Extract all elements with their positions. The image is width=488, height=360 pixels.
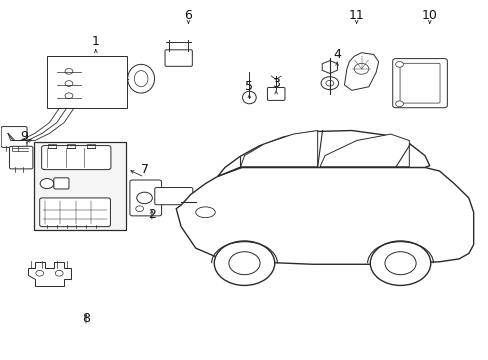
Bar — [47, 56, 127, 108]
FancyBboxPatch shape — [392, 59, 447, 108]
Text: 5: 5 — [245, 80, 253, 93]
FancyBboxPatch shape — [267, 87, 285, 100]
Polygon shape — [344, 53, 378, 90]
Polygon shape — [320, 134, 408, 167]
FancyBboxPatch shape — [164, 50, 192, 66]
Circle shape — [214, 241, 274, 285]
Ellipse shape — [195, 207, 215, 218]
FancyBboxPatch shape — [155, 188, 192, 205]
Circle shape — [36, 270, 43, 276]
Circle shape — [325, 80, 333, 86]
Ellipse shape — [127, 64, 154, 93]
Circle shape — [369, 241, 430, 285]
Circle shape — [228, 252, 260, 275]
Polygon shape — [176, 167, 473, 264]
Circle shape — [65, 93, 73, 99]
Text: 8: 8 — [82, 311, 90, 325]
Bar — [34, 142, 126, 230]
Ellipse shape — [242, 91, 256, 104]
Text: 11: 11 — [348, 9, 364, 22]
Circle shape — [55, 270, 63, 276]
FancyBboxPatch shape — [1, 127, 27, 147]
Circle shape — [384, 252, 415, 275]
Circle shape — [395, 101, 403, 107]
Text: 4: 4 — [332, 48, 341, 61]
Text: 1: 1 — [92, 35, 100, 49]
Text: 3: 3 — [272, 77, 280, 90]
Text: 7: 7 — [140, 163, 148, 176]
FancyBboxPatch shape — [130, 180, 161, 216]
Text: 2: 2 — [147, 208, 156, 221]
Polygon shape — [217, 131, 429, 176]
Circle shape — [353, 63, 368, 74]
Polygon shape — [27, 262, 71, 286]
Circle shape — [321, 77, 338, 90]
Text: 9: 9 — [20, 130, 28, 144]
Text: 10: 10 — [421, 9, 437, 22]
Bar — [34, 142, 126, 230]
Ellipse shape — [134, 71, 148, 87]
Text: 6: 6 — [184, 9, 192, 22]
Circle shape — [137, 192, 152, 204]
FancyBboxPatch shape — [9, 146, 33, 169]
Circle shape — [65, 68, 73, 74]
Circle shape — [395, 62, 403, 67]
Circle shape — [40, 179, 54, 189]
FancyBboxPatch shape — [54, 178, 69, 189]
FancyBboxPatch shape — [40, 198, 110, 226]
FancyBboxPatch shape — [399, 63, 439, 103]
Circle shape — [65, 81, 73, 86]
Circle shape — [136, 206, 143, 212]
FancyBboxPatch shape — [41, 145, 111, 170]
Polygon shape — [240, 131, 317, 167]
